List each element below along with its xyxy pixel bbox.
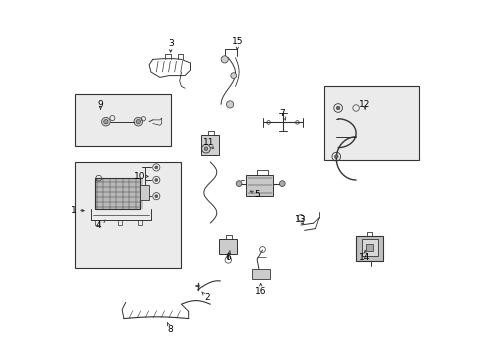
- Text: 7: 7: [279, 109, 285, 118]
- Circle shape: [221, 56, 228, 63]
- Circle shape: [103, 120, 108, 124]
- Text: 4: 4: [96, 220, 102, 230]
- Circle shape: [136, 120, 140, 124]
- Text: 2: 2: [203, 292, 209, 302]
- Circle shape: [226, 101, 233, 108]
- Text: 13: 13: [294, 215, 305, 224]
- Text: 3: 3: [167, 39, 173, 48]
- Text: 6: 6: [225, 253, 231, 262]
- Bar: [323, 86, 418, 160]
- Bar: [361, 239, 377, 256]
- Bar: [140, 185, 149, 200]
- Circle shape: [279, 181, 285, 186]
- Text: 10: 10: [134, 172, 145, 181]
- Bar: [246, 175, 273, 196]
- Text: 11: 11: [203, 138, 214, 147]
- Bar: [75, 162, 181, 268]
- Text: 12: 12: [359, 100, 370, 109]
- Circle shape: [230, 73, 236, 78]
- Text: 14: 14: [359, 253, 370, 262]
- Text: 8: 8: [167, 325, 173, 334]
- Bar: [201, 135, 219, 155]
- Bar: [95, 178, 140, 209]
- Bar: [366, 244, 373, 251]
- Circle shape: [102, 117, 110, 126]
- Circle shape: [236, 181, 242, 186]
- Text: 9: 9: [98, 100, 103, 109]
- Bar: [219, 239, 237, 254]
- Text: 15: 15: [231, 37, 243, 46]
- Circle shape: [134, 117, 142, 126]
- Circle shape: [155, 179, 158, 181]
- Circle shape: [204, 147, 207, 150]
- Text: 1: 1: [70, 206, 76, 215]
- Circle shape: [155, 166, 158, 169]
- Bar: [251, 269, 269, 279]
- Bar: [355, 236, 382, 261]
- Bar: [75, 94, 170, 146]
- Text: 16: 16: [254, 287, 266, 296]
- Circle shape: [155, 195, 158, 198]
- Circle shape: [334, 155, 337, 158]
- Text: 5: 5: [254, 190, 260, 199]
- Circle shape: [336, 106, 339, 110]
